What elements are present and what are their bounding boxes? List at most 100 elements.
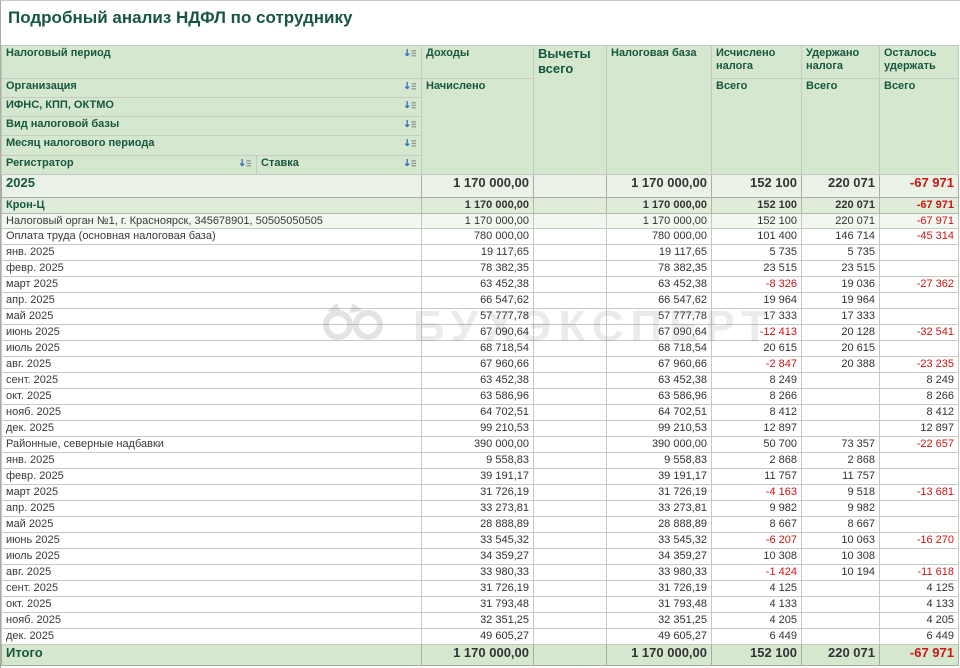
field-rate[interactable]: Ставка: [256, 155, 422, 175]
sort-icon[interactable]: [404, 100, 417, 115]
row-label: сент. 2025: [1, 372, 422, 390]
table-row[interactable]: июнь 2025 67 090,64 67 090,64 -12 413 20 128…: [1, 324, 959, 342]
value-cell: [533, 500, 607, 518]
table-row[interactable]: Районные, северные надбавки 390 000,00 390…: [1, 436, 959, 454]
total-row[interactable]: Итого 1 170 000,00 1 170 000,00 152 100 220 …: [1, 644, 959, 667]
value-cell: [533, 436, 607, 454]
value-cell: 57 777,78: [606, 308, 712, 326]
table-row[interactable]: апр. 2025 66 547,62 66 547,62 19 964 19 964: [1, 292, 959, 310]
table-row[interactable]: окт. 2025 31 793,48 31 793,48 4 133 4 133: [1, 596, 959, 614]
value-cell: -27 362: [879, 276, 959, 294]
row-label: июль 2025: [1, 340, 422, 358]
value-cell: [533, 452, 607, 470]
value-cell: 20 615: [711, 340, 802, 358]
value-cell: -22 657: [879, 436, 959, 454]
value-cell: [533, 612, 607, 630]
value-cell: 780 000,00: [606, 228, 712, 246]
value-cell: 146 714: [801, 228, 880, 246]
sort-icon[interactable]: [404, 138, 417, 153]
value-cell: 23 515: [801, 260, 880, 278]
value-cell: 39 191,17: [606, 468, 712, 486]
value-cell: 4 205: [879, 612, 959, 630]
sort-icon[interactable]: [404, 81, 417, 96]
table-row[interactable]: янв. 2025 9 558,83 9 558,83 2 868 2 868: [1, 452, 959, 470]
table-row[interactable]: Крон-Ц 1 170 000,00 1 170 000,00 152 100 220…: [1, 197, 959, 214]
table-row[interactable]: нояб. 2025 32 351,25 32 351,25 4 205 4 205: [1, 612, 959, 630]
value-cell: 34 359,27: [606, 548, 712, 566]
value-cell: [533, 340, 607, 358]
value-cell: -67 971: [879, 174, 959, 198]
table-row[interactable]: февр. 2025 39 191,17 39 191,17 11 757 11 757: [1, 468, 959, 486]
value-cell: 1 170 000,00: [421, 174, 534, 198]
row-label: янв. 2025: [1, 452, 422, 470]
value-cell: 31 726,19: [606, 580, 712, 598]
value-cell: 31 726,19: [421, 484, 534, 502]
table-row[interactable]: сент. 2025 63 452,38 63 452,38 8 249 8 249: [1, 372, 959, 390]
table-row[interactable]: авг. 2025 67 960,66 67 960,66 -2 847 20 388-…: [1, 356, 959, 374]
table-row[interactable]: янв. 2025 19 117,65 19 117,65 5 735 5 735: [1, 244, 959, 262]
value-cell: 31 793,48: [606, 596, 712, 614]
field-organization[interactable]: Организация: [1, 78, 422, 98]
table-row[interactable]: май 2025 57 777,78 57 777,78 17 333 17 333: [1, 308, 959, 326]
field-tax-base-kind[interactable]: Вид налоговой базы: [1, 116, 422, 136]
value-cell: [533, 596, 607, 614]
table-row[interactable]: авг. 2025 33 980,33 33 980,33 -1 424 10 194-…: [1, 564, 959, 582]
row-label: март 2025: [1, 484, 422, 502]
value-cell: 152 100: [711, 174, 802, 198]
table-row[interactable]: февр. 2025 78 382,35 78 382,35 23 515 23 515: [1, 260, 959, 278]
value-cell: 8 249: [711, 372, 802, 390]
value-cell: 63 452,38: [606, 372, 712, 390]
value-cell: 50 700: [711, 436, 802, 454]
row-label: авг. 2025: [1, 356, 422, 374]
value-cell: 152 100: [711, 644, 802, 667]
value-cell: -67 971: [879, 197, 959, 214]
table-row[interactable]: дек. 2025 99 210,53 99 210,53 12 897 12 897: [1, 420, 959, 438]
table-row[interactable]: май 2025 28 888,89 28 888,89 8 667 8 667: [1, 516, 959, 534]
value-cell: 9 982: [801, 500, 880, 518]
value-cell: 10 194: [801, 564, 880, 582]
value-cell: 63 452,38: [606, 276, 712, 294]
value-cell: 12 897: [879, 420, 959, 438]
table-row[interactable]: Оплата труда (основная налоговая база) 78…: [1, 228, 959, 246]
table-row[interactable]: июль 2025 34 359,27 34 359,27 10 308 10 308: [1, 548, 959, 566]
row-label: авг. 2025: [1, 564, 422, 582]
table-row[interactable]: 2025 1 170 000,00 1 170 000,00 152 100 220 0…: [1, 174, 959, 198]
value-cell: 1 170 000,00: [421, 212, 534, 230]
row-label: Районные, северные надбавки: [1, 436, 422, 454]
field-registrator[interactable]: Регистратор: [1, 155, 257, 175]
sort-icon[interactable]: [404, 119, 417, 134]
table-row[interactable]: окт. 2025 63 586,96 63 586,96 8 266 8 266: [1, 388, 959, 406]
table-row[interactable]: дек. 2025 49 605,27 49 605,27 6 449 6 449: [1, 628, 959, 646]
col-header-deductions-total: Вычеты всего: [533, 45, 607, 175]
table-row[interactable]: март 2025 31 726,19 31 726,19 -4 163 9 518 -1…: [1, 484, 959, 502]
table-row[interactable]: март 2025 63 452,38 63 452,38 -8 326 19 036-…: [1, 276, 959, 294]
value-cell: 8 412: [711, 404, 802, 422]
value-cell: [533, 276, 607, 294]
value-cell: 1 170 000,00: [421, 644, 534, 667]
table-row[interactable]: июль 2025 68 718,54 68 718,54 20 615 20 615: [1, 340, 959, 358]
field-tax-period[interactable]: Налоговый период: [1, 45, 422, 79]
table-row[interactable]: Налоговый орган №1, г. Красноярск, 34567…: [1, 212, 959, 230]
value-cell: 78 382,35: [421, 260, 534, 278]
value-cell: 33 980,33: [421, 564, 534, 582]
table-row[interactable]: апр. 2025 33 273,81 33 273,81 9 982 9 982: [1, 500, 959, 518]
row-label: нояб. 2025: [1, 612, 422, 630]
sort-icon[interactable]: [239, 158, 252, 173]
table-row[interactable]: нояб. 2025 64 702,51 64 702,51 8 412 8 412: [1, 404, 959, 422]
value-cell: 63 586,96: [421, 388, 534, 406]
value-cell: 1 170 000,00: [606, 174, 712, 198]
field-ifns-kpp-oktmo[interactable]: ИФНС, КПП, ОКТМО: [1, 97, 422, 117]
value-cell: [533, 292, 607, 310]
value-cell: [801, 404, 880, 422]
value-cell: [533, 484, 607, 502]
sort-icon[interactable]: [404, 48, 417, 63]
ndfl-report-table: Налоговый период Доходы Вычеты всего Нал…: [1, 45, 959, 667]
sort-icon[interactable]: [404, 158, 417, 173]
row-label: янв. 2025: [1, 244, 422, 262]
value-cell: 152 100: [711, 212, 802, 230]
field-tax-period-month[interactable]: Месяц налогового периода: [1, 135, 422, 156]
table-row[interactable]: июнь 2025 33 545,32 33 545,32 -6 207 10 063-…: [1, 532, 959, 550]
table-row[interactable]: сент. 2025 31 726,19 31 726,19 4 125 4 125: [1, 580, 959, 598]
value-cell: 4 205: [711, 612, 802, 630]
